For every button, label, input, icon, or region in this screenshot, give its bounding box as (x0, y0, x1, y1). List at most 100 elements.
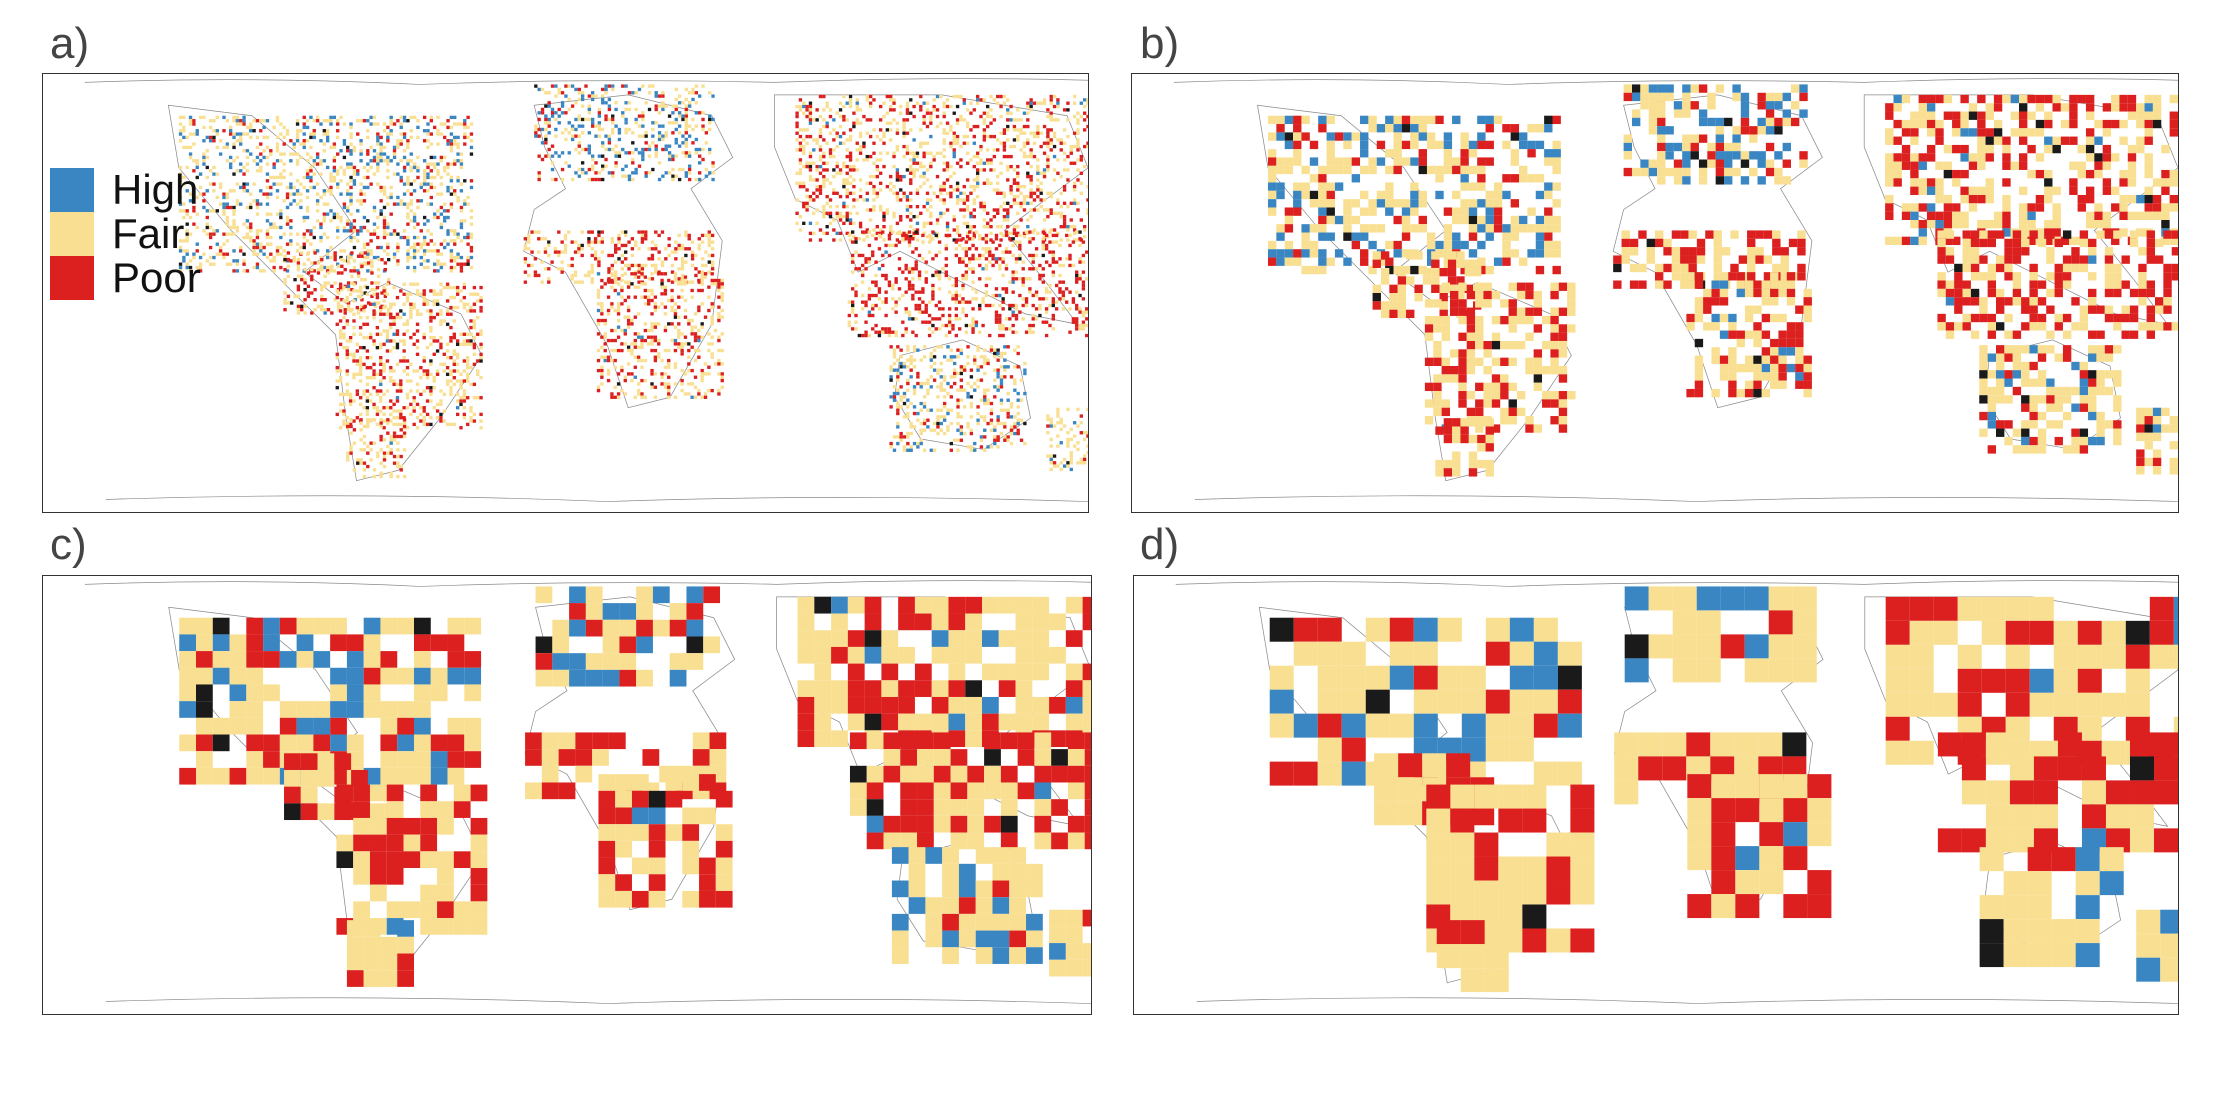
grid-cell-n-africa-sahel (620, 267, 625, 271)
grid-cell-north-america (402, 115, 407, 120)
grid-cell-north-america (406, 265, 410, 270)
grid-cell-se-asia (961, 310, 965, 314)
grid-cell-north-america (235, 119, 240, 123)
grid-cell-north-america (406, 175, 410, 180)
grid-cell-north-america (212, 189, 216, 193)
grid-cell-asia (1029, 201, 1033, 205)
grid-cell-n-africa-sahel (694, 273, 698, 278)
grid-cell-asia (875, 134, 879, 139)
grid-cell-n-africa-sahel (640, 230, 645, 234)
grid-cell-asia (1022, 141, 1027, 145)
grid-cell-n-africa-sahel (600, 240, 604, 244)
grid-cell-asia (1016, 171, 1020, 175)
grid-cell-asia (862, 198, 866, 202)
grid-cell-north-america (205, 225, 209, 230)
grid-cell-asia (1049, 191, 1053, 195)
grid-cell-europe (687, 104, 692, 108)
grid-cell-south-america (402, 359, 406, 363)
grid-cell-c-africa (636, 275, 641, 279)
grid-cell-c-africa (596, 348, 601, 353)
grid-cell-south-america (435, 292, 440, 296)
grid-cell-c-africa (717, 305, 721, 309)
grid-cell-europe (624, 127, 628, 132)
grid-cell-asia (899, 218, 903, 222)
grid-cell-south-america (402, 302, 406, 306)
grid-cell-asia (959, 114, 963, 119)
grid-cell-asia (845, 138, 849, 142)
grid-cell-central-america (306, 294, 311, 299)
grid-cell-south-america (445, 422, 450, 427)
grid-cell-central-america (296, 261, 301, 265)
grid-cell-north-america (198, 255, 203, 260)
grid-cell-south-america (399, 339, 403, 343)
grid-cell-south-america (439, 319, 443, 323)
grid-cell-c-africa (647, 328, 651, 333)
grid-cell-north-america (449, 162, 454, 166)
grid-cell-n-africa-sahel (694, 253, 698, 258)
grid-cell-north-america (329, 245, 333, 250)
grid-cell-se-asia (1014, 257, 1019, 261)
grid-cell-north-america (409, 182, 413, 186)
grid-cell-asia (845, 211, 849, 215)
grid-cell-europe (604, 101, 608, 105)
grid-cell-asia (822, 231, 826, 236)
grid-cell-south-america (422, 409, 426, 413)
grid-cell-asia (1016, 181, 1020, 185)
grid-cell-europe (687, 164, 692, 168)
grid-cell-se-asia (1041, 280, 1045, 284)
grid-cell-asia (986, 124, 990, 129)
grid-cell-c-africa (717, 358, 721, 363)
grid-cell-europe (664, 104, 668, 108)
grid-cell-asia (982, 138, 987, 142)
grid-cell-se-asia (927, 233, 932, 238)
grid-cell-asia (922, 151, 926, 155)
grid-cell-asia (815, 168, 819, 172)
grid-cell-asia (1066, 118, 1070, 122)
grid-cell-north-america (319, 195, 323, 200)
grid-cell-se-asia (937, 277, 942, 281)
grid-cell-south-america (365, 376, 370, 380)
grid-cell-c-africa (653, 338, 658, 343)
grid-cell-asia (1076, 141, 1080, 145)
grid-cell-europe (550, 161, 555, 165)
grid-cell-europe (580, 167, 585, 172)
grid-cell-europe (671, 104, 675, 108)
grid-cell-asia (979, 158, 983, 162)
grid-cell-north-america (225, 195, 230, 200)
grid-cell-patagonia (382, 451, 387, 455)
grid-cell-asia (945, 161, 950, 165)
grid-cell-south-america (335, 412, 339, 417)
grid-cell-south-america (359, 366, 363, 370)
grid-cell-asia (815, 164, 819, 169)
grid-cell-se-asia (1058, 257, 1062, 261)
grid-cell-north-america (463, 199, 467, 203)
grid-cell-se-asia (991, 303, 995, 308)
grid-cell-south-america (472, 352, 477, 356)
grid-cell-n-africa-sahel (707, 233, 711, 238)
grid-cell-south-america (345, 392, 349, 397)
grid-cell-north-america (309, 232, 313, 236)
grid-cell-se-asia (1051, 313, 1055, 318)
grid-cell-asia (1006, 201, 1010, 205)
grid-cell-n-africa-sahel (547, 277, 551, 281)
grid-cell-c-africa (626, 325, 631, 329)
grid-cell-south-america (452, 285, 456, 290)
grid-cell-south-america (385, 292, 390, 296)
grid-cell-north-america (259, 242, 263, 246)
grid-cell-patagonia (396, 434, 400, 439)
grid-cell-north-america (332, 165, 337, 170)
grid-cell-central-america (283, 301, 287, 305)
grid-cell-south-america (379, 345, 383, 350)
grid-cell-north-america (195, 129, 199, 133)
grid-cell-south-america (365, 382, 370, 387)
grid-cell-se-asia (1051, 270, 1055, 274)
grid-cell-europe (540, 87, 545, 92)
grid-cell-north-america (202, 155, 206, 160)
grid-cell-c-africa (616, 348, 621, 353)
grid-cell-c-africa (596, 308, 601, 313)
grid-cell-asia (1039, 191, 1043, 195)
grid-cell-south-america (392, 302, 396, 306)
grid-cell-se-asia (964, 273, 969, 278)
grid-cell-europe (701, 84, 705, 88)
grid-cell-se-asia (891, 243, 895, 248)
